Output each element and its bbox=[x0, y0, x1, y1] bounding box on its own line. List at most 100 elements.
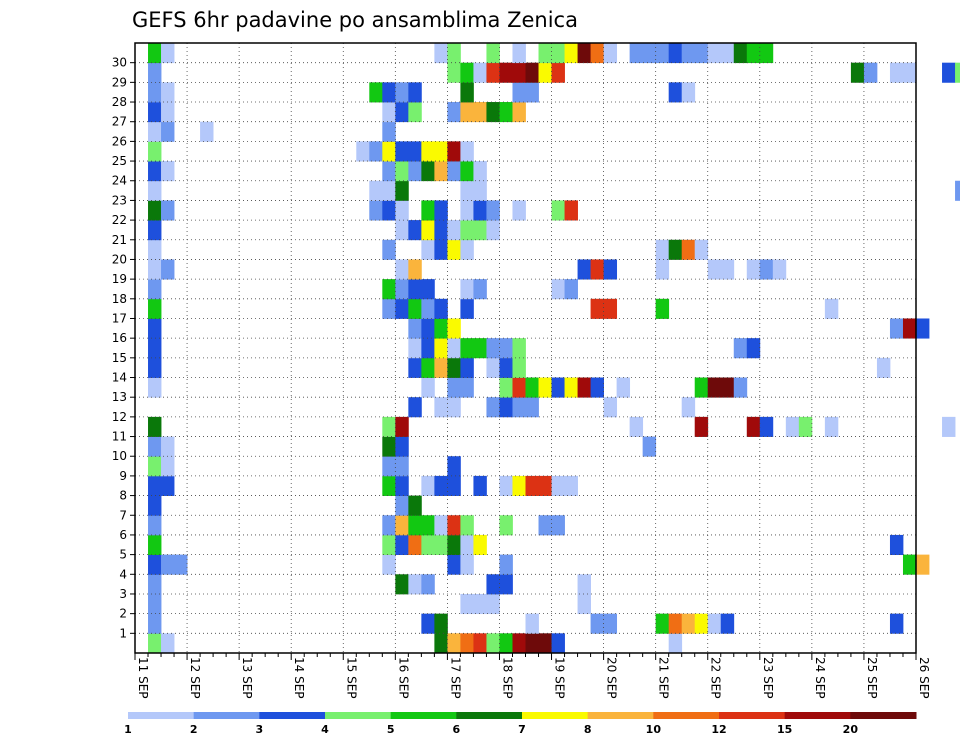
colorbar-swatch bbox=[390, 712, 457, 719]
heatmap-cell bbox=[473, 279, 487, 300]
heatmap-cell bbox=[460, 161, 474, 182]
heatmap-cell bbox=[486, 574, 500, 595]
heatmap-cell bbox=[148, 416, 162, 437]
heatmap-cell bbox=[590, 377, 604, 398]
heatmap-cell bbox=[759, 416, 774, 437]
heatmap-cell bbox=[161, 456, 175, 477]
heatmap-cell bbox=[499, 574, 513, 595]
heatmap-cell bbox=[408, 357, 422, 378]
heatmap-cell bbox=[473, 62, 487, 83]
heatmap-cell bbox=[694, 43, 709, 64]
heatmap-cell bbox=[148, 554, 162, 575]
heatmap-cell bbox=[382, 200, 396, 221]
heatmap-cell bbox=[733, 43, 748, 64]
x-tick-label: 26 SEP bbox=[917, 657, 931, 699]
heatmap-cell bbox=[161, 121, 175, 142]
heatmap-cell bbox=[369, 82, 383, 103]
heatmap-cell bbox=[473, 475, 487, 496]
x-tick-label: 14 SEP bbox=[292, 657, 306, 699]
heatmap-cell bbox=[694, 613, 709, 634]
heatmap-cell bbox=[473, 102, 487, 123]
heatmap-cells bbox=[148, 43, 960, 654]
heatmap-cell bbox=[395, 495, 409, 516]
heatmap-cell bbox=[395, 574, 409, 595]
heatmap-cell bbox=[486, 43, 500, 64]
heatmap-cell bbox=[434, 613, 448, 634]
colorbar-label: 2 bbox=[190, 723, 198, 736]
y-tick-label: 17 bbox=[112, 311, 127, 325]
heatmap-cell bbox=[395, 141, 409, 162]
heatmap-cell bbox=[447, 475, 461, 496]
heatmap-cell bbox=[395, 259, 409, 280]
heatmap-cell bbox=[499, 554, 513, 575]
heatmap-cell bbox=[512, 475, 526, 496]
heatmap-cell bbox=[486, 102, 500, 123]
heatmap-cell bbox=[447, 338, 461, 359]
heatmap-cell bbox=[421, 534, 435, 556]
heatmap-cell bbox=[655, 613, 670, 634]
heatmap-cell bbox=[447, 456, 461, 477]
colorbar-label: 15 bbox=[777, 723, 792, 736]
colorbar-swatch bbox=[587, 712, 654, 719]
heatmap-cell bbox=[161, 554, 175, 575]
heatmap-cell bbox=[499, 338, 513, 359]
heatmap-cell bbox=[525, 397, 539, 418]
heatmap-cell bbox=[889, 534, 904, 556]
heatmap-cell bbox=[395, 82, 409, 103]
x-tick-label: 25 SEP bbox=[865, 657, 879, 699]
heatmap-cell bbox=[525, 633, 539, 654]
colorbar-label: 7 bbox=[518, 723, 526, 736]
heatmap-cell bbox=[629, 416, 644, 437]
heatmap-cell bbox=[460, 554, 474, 575]
heatmap-cell bbox=[538, 633, 552, 654]
y-tick-label: 25 bbox=[112, 154, 127, 168]
heatmap-cell bbox=[408, 515, 422, 536]
y-tick-label: 2 bbox=[119, 607, 127, 621]
heatmap-cell bbox=[148, 495, 162, 516]
heatmap-cell bbox=[369, 180, 383, 201]
heatmap-cell bbox=[577, 593, 591, 615]
heatmap-cell bbox=[161, 43, 175, 64]
heatmap-cell bbox=[148, 200, 162, 221]
heatmap-cell bbox=[395, 456, 409, 477]
heatmap-cell bbox=[642, 43, 657, 64]
heatmap-cell bbox=[395, 180, 409, 201]
heatmap-cell bbox=[395, 534, 409, 556]
y-tick-label: 24 bbox=[112, 174, 127, 188]
heatmap-cell bbox=[460, 338, 474, 359]
heatmap-cell bbox=[382, 534, 396, 556]
heatmap-cell bbox=[148, 239, 162, 260]
heatmap-cell bbox=[942, 62, 956, 83]
heatmap-cell bbox=[148, 534, 162, 556]
y-tick-label: 18 bbox=[112, 292, 127, 306]
heatmap-cell bbox=[824, 416, 839, 437]
heatmap-cell bbox=[395, 220, 409, 241]
heatmap-cell bbox=[408, 220, 422, 241]
colorbar-swatch bbox=[784, 712, 851, 719]
heatmap-cell bbox=[759, 259, 774, 280]
heatmap-cell bbox=[434, 239, 448, 260]
heatmap-cell bbox=[460, 357, 474, 378]
heatmap-cell bbox=[655, 239, 670, 260]
heatmap-cell bbox=[551, 633, 565, 654]
heatmap-cell bbox=[356, 141, 370, 162]
heatmap-cell bbox=[668, 633, 683, 654]
heatmap-cell bbox=[798, 416, 813, 437]
y-tick-label: 7 bbox=[119, 508, 127, 522]
heatmap-cell bbox=[564, 279, 578, 300]
heatmap-cell bbox=[955, 180, 960, 201]
heatmap-cell bbox=[486, 338, 500, 359]
heatmap-cell bbox=[916, 554, 930, 575]
heatmap-cell bbox=[382, 102, 396, 123]
heatmap-cell bbox=[473, 220, 487, 241]
heatmap-cell bbox=[434, 318, 448, 339]
colorbar-label: 10 bbox=[646, 723, 662, 736]
heatmap-cell bbox=[460, 82, 474, 103]
heatmap-cell bbox=[473, 534, 487, 556]
heatmap-cell bbox=[512, 82, 526, 103]
y-axis: 1234567891011121314151617181920212223242… bbox=[112, 56, 135, 640]
heatmap-cell bbox=[486, 357, 500, 378]
colorbar-swatch bbox=[522, 712, 589, 719]
heatmap-cell bbox=[161, 82, 175, 103]
heatmap-cell bbox=[421, 200, 435, 221]
